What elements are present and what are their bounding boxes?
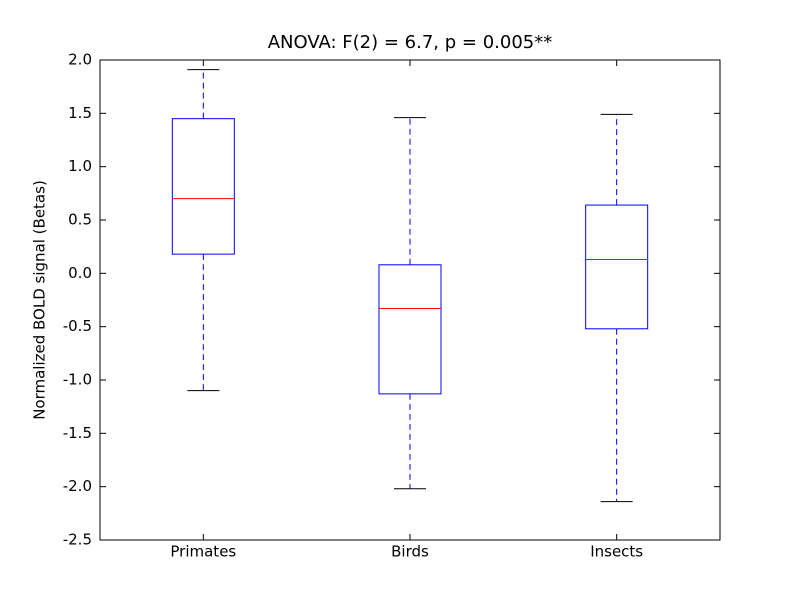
y-tick-label: -2.5 bbox=[63, 531, 92, 549]
box bbox=[585, 204, 649, 330]
y-tick-label: -1.0 bbox=[63, 371, 92, 389]
y-tick-label: -2.0 bbox=[63, 477, 92, 495]
y-tick-label: 0.5 bbox=[68, 211, 92, 229]
y-tick-label: 0.0 bbox=[68, 264, 92, 282]
x-tick-label: Insects bbox=[590, 543, 643, 561]
box bbox=[378, 264, 442, 395]
y-tick-label: -0.5 bbox=[63, 317, 92, 335]
x-tick-label: Primates bbox=[170, 543, 236, 561]
y-tick-label: 1.5 bbox=[68, 104, 92, 122]
y-tick-label: 1.0 bbox=[68, 157, 92, 175]
y-tick-label: 2.0 bbox=[68, 51, 92, 69]
plot-frame bbox=[99, 59, 721, 541]
y-tick-label: -1.5 bbox=[63, 424, 92, 442]
box bbox=[171, 118, 235, 255]
chart-title: ANOVA: F(2) = 6.7, p = 0.005** bbox=[268, 32, 553, 53]
x-tick-label: Birds bbox=[391, 543, 429, 561]
y-axis-label: Normalized BOLD signal (Betas) bbox=[31, 180, 49, 420]
